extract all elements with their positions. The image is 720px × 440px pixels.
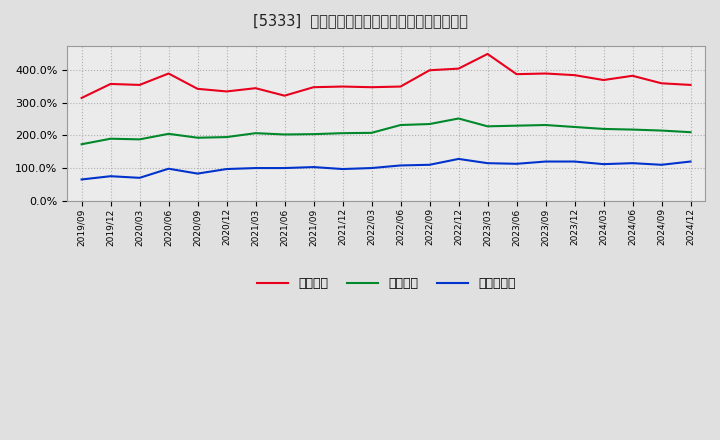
現預金比率 xyxy=(454,156,463,161)
現預金比率 xyxy=(251,165,260,171)
現預金比率 xyxy=(280,165,289,171)
現預金比率 xyxy=(193,171,202,176)
当座比率 xyxy=(396,122,405,128)
Line: 当座比率: 当座比率 xyxy=(81,118,690,144)
現預金比率 xyxy=(599,161,608,167)
現預金比率 xyxy=(512,161,521,166)
Line: 流動比率: 流動比率 xyxy=(81,54,690,98)
現預金比率 xyxy=(309,165,318,170)
当座比率 xyxy=(483,124,492,129)
流動比率 xyxy=(454,66,463,71)
当座比率 xyxy=(77,142,86,147)
流動比率 xyxy=(77,95,86,101)
当座比率 xyxy=(686,129,695,135)
流動比率 xyxy=(309,84,318,90)
流動比率 xyxy=(193,86,202,92)
現預金比率 xyxy=(570,159,579,164)
流動比率 xyxy=(280,93,289,98)
当座比率 xyxy=(164,131,173,136)
当座比率 xyxy=(135,137,144,142)
現預金比率 xyxy=(686,159,695,164)
流動比率 xyxy=(396,84,405,89)
流動比率 xyxy=(657,81,666,86)
流動比率 xyxy=(338,84,347,89)
当座比率 xyxy=(107,136,115,141)
現預金比率 xyxy=(483,161,492,166)
流動比率 xyxy=(107,81,115,87)
現預金比率 xyxy=(77,177,86,182)
当座比率 xyxy=(251,131,260,136)
当座比率 xyxy=(657,128,666,133)
流動比率 xyxy=(367,84,376,90)
当座比率 xyxy=(193,135,202,140)
流動比率 xyxy=(686,82,695,88)
現預金比率 xyxy=(426,162,434,168)
流動比率 xyxy=(222,89,231,94)
現預金比率 xyxy=(164,166,173,171)
現預金比率 xyxy=(396,163,405,168)
流動比率 xyxy=(541,71,550,76)
当座比率 xyxy=(454,116,463,121)
当座比率 xyxy=(280,132,289,137)
当座比率 xyxy=(309,132,318,137)
流動比率 xyxy=(599,77,608,83)
現預金比率 xyxy=(657,162,666,168)
現預金比率 xyxy=(222,166,231,172)
Line: 現預金比率: 現預金比率 xyxy=(81,159,690,180)
流動比率 xyxy=(164,71,173,76)
流動比率 xyxy=(512,72,521,77)
現預金比率 xyxy=(367,165,376,171)
現預金比率 xyxy=(135,175,144,180)
流動比率 xyxy=(570,73,579,78)
当座比率 xyxy=(541,122,550,128)
流動比率 xyxy=(426,68,434,73)
現預金比率 xyxy=(541,159,550,164)
当座比率 xyxy=(426,121,434,127)
Text: [5333]  流動比率、当座比率、現預金比率の推移: [5333] 流動比率、当座比率、現預金比率の推移 xyxy=(253,13,467,28)
当座比率 xyxy=(628,127,636,132)
流動比率 xyxy=(628,73,636,78)
現預金比率 xyxy=(628,161,636,166)
流動比率 xyxy=(483,51,492,57)
当座比率 xyxy=(570,125,579,130)
現預金比率 xyxy=(338,166,347,172)
流動比率 xyxy=(135,82,144,88)
Legend: 流動比率, 当座比率, 現預金比率: 流動比率, 当座比率, 現預金比率 xyxy=(252,272,521,295)
当座比率 xyxy=(512,123,521,128)
流動比率 xyxy=(251,85,260,91)
当座比率 xyxy=(367,130,376,136)
現預金比率 xyxy=(107,173,115,179)
当座比率 xyxy=(222,135,231,140)
当座比率 xyxy=(599,126,608,132)
当座比率 xyxy=(338,131,347,136)
